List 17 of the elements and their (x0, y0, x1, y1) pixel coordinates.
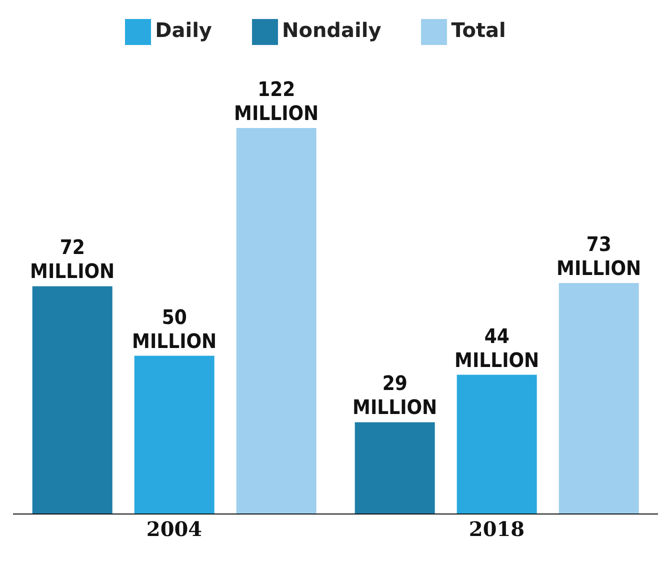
x-tick-label: 2004 (146, 517, 202, 542)
bar (354, 422, 435, 514)
legend-label: Total (451, 18, 506, 42)
bar (456, 374, 537, 514)
bar (32, 286, 112, 514)
data-label: 50 MILLION (132, 304, 217, 353)
data-label: 29 MILLION (352, 371, 438, 420)
data-label: 72 MILLION (30, 235, 115, 284)
data-label: 122 MILLION (234, 77, 319, 125)
legend-label: Daily (155, 18, 212, 42)
data-label: 44 MILLION (454, 324, 540, 372)
data-label: 73 MILLION (556, 232, 642, 280)
legend-label: Nondaily (282, 18, 382, 42)
x-tick-label: 2018 (468, 517, 525, 542)
bar (134, 356, 214, 514)
bar (236, 128, 316, 514)
bar (558, 283, 639, 514)
